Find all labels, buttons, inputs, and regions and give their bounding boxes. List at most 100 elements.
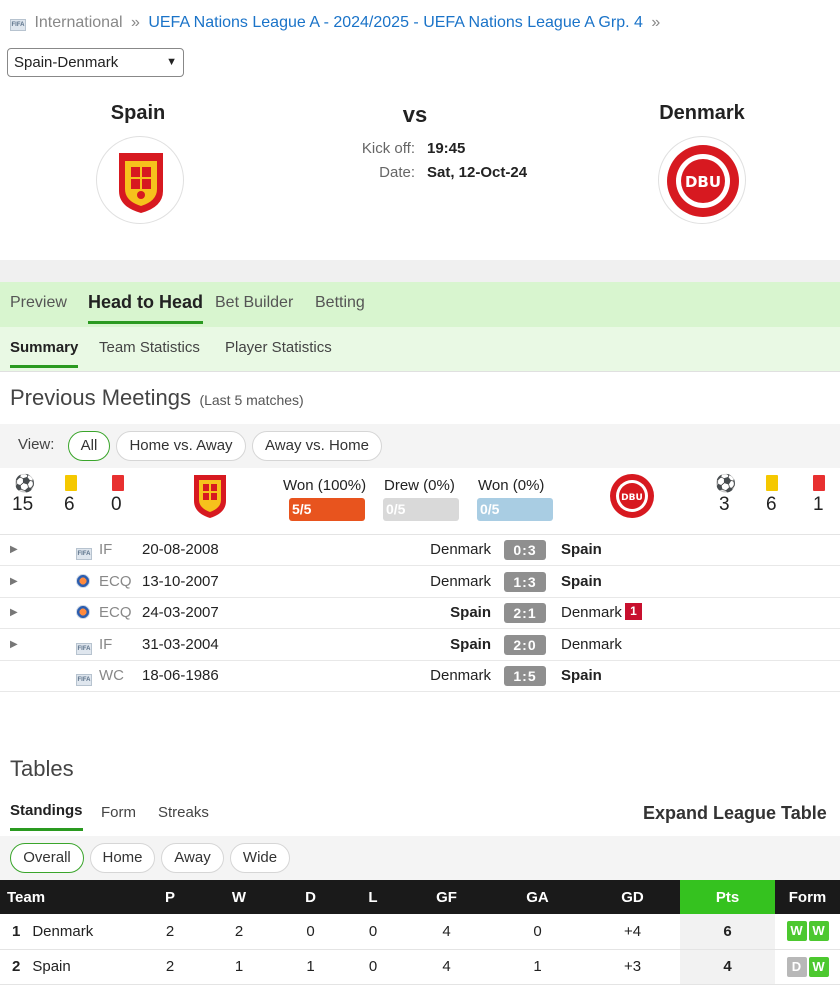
subtab-player-statistics[interactable]: Player Statistics	[225, 339, 332, 356]
standings-gd: +3	[585, 949, 680, 985]
meeting-date: 20-08-2008	[142, 541, 219, 558]
drew-label: Drew (0%)	[384, 477, 455, 494]
home-team-name[interactable]: Spain	[110, 102, 166, 124]
col-points[interactable]: Pts	[680, 880, 775, 914]
meeting-row[interactable]: ▶ FIFA IF 20-08-2008 Denmark 0:3 Spain	[0, 535, 840, 566]
meeting-home-team[interactable]: Spain	[450, 636, 491, 653]
standings-row[interactable]: 1 Denmark 2 2 0 0 4 0 +4 6 W W	[0, 914, 840, 950]
form-badge[interactable]: W	[808, 956, 829, 977]
tables-title: Tables	[10, 756, 74, 781]
away-goals: 3	[719, 494, 730, 515]
meeting-away-team[interactable]: Spain	[561, 573, 602, 590]
away-won-bar-text: 0/5	[480, 501, 500, 517]
uefa-icon	[76, 605, 90, 619]
breadcrumb-root[interactable]: International	[34, 14, 123, 31]
match-select[interactable]: Spain-Denmark ▼	[7, 48, 184, 77]
tab-streaks[interactable]: Streaks	[158, 804, 209, 821]
tab-preview[interactable]: Preview	[10, 294, 67, 311]
table-filter-away[interactable]: Away	[161, 843, 224, 873]
col-goals-for[interactable]: GF	[403, 880, 490, 914]
meeting-home-team[interactable]: Denmark	[430, 541, 491, 558]
away-won-label: Won (0%)	[478, 477, 545, 494]
filter-home-vs-away[interactable]: Home vs. Away	[116, 431, 246, 461]
meeting-away-team[interactable]: Denmark	[561, 636, 622, 653]
breadcrumb-separator: »	[130, 14, 140, 31]
col-team[interactable]: Team	[0, 880, 140, 914]
svg-text:DBU: DBU	[685, 173, 721, 191]
meeting-row[interactable]: ▶ ECQ 24-03-2007 Spain 2:1 Denmark 1	[0, 598, 840, 629]
date-value: Sat, 12-Oct-24	[427, 164, 528, 181]
meeting-away-team[interactable]: Spain	[561, 667, 602, 684]
filter-all[interactable]: All	[68, 431, 110, 461]
standings-l: 0	[343, 914, 403, 950]
home-crest[interactable]	[96, 136, 184, 224]
standings-position: 1	[12, 922, 21, 940]
tab-standings[interactable]: Standings	[10, 802, 83, 831]
home-won-bar-text: 5/5	[292, 501, 312, 517]
expand-league-table[interactable]: Expand League Table ▼	[643, 803, 840, 824]
subtab-team-statistics[interactable]: Team Statistics	[99, 339, 200, 356]
away-crest[interactable]: DBU	[658, 136, 746, 224]
table-filter-wide[interactable]: Wide	[230, 843, 290, 873]
previous-meetings-title: Previous Meetings	[10, 385, 191, 410]
meeting-row[interactable]: ▶ ECQ 13-10-2007 Denmark 1:3 Spain	[0, 567, 840, 598]
meeting-away-team[interactable]: Denmark	[561, 604, 622, 621]
subtab-summary[interactable]: Summary	[10, 339, 79, 368]
breadcrumb-separator: »	[651, 14, 661, 31]
away-won-bar: 0/5	[477, 498, 553, 521]
standings-row[interactable]: 2 Spain 2 1 1 0 4 1 +3 4 D W	[0, 949, 840, 985]
table-filter-home[interactable]: Home	[90, 843, 155, 873]
meeting-row[interactable]: FIFA WC 18-06-1986 Denmark 1:5 Spain	[0, 661, 840, 692]
filter-away-vs-home[interactable]: Away vs. Home	[252, 431, 382, 461]
standings-gf: 4	[403, 914, 490, 950]
competition-icon: FIFA	[76, 637, 92, 655]
chevron-right-icon[interactable]: ▶	[10, 639, 18, 650]
tab-form[interactable]: Form	[101, 804, 136, 821]
standings-w: 1	[200, 949, 278, 985]
tab-bet-builder[interactable]: Bet Builder	[215, 294, 294, 311]
meeting-score[interactable]: 0:3	[504, 540, 546, 560]
form-badge[interactable]: D	[786, 956, 807, 977]
meeting-score[interactable]: 2:0	[504, 635, 546, 655]
col-won[interactable]: W	[200, 880, 278, 914]
meeting-score[interactable]: 1:5	[504, 666, 546, 686]
form-badge[interactable]: W	[786, 921, 807, 942]
away-team-name[interactable]: Denmark	[659, 102, 745, 124]
standings-d: 1	[278, 949, 343, 985]
chevron-right-icon[interactable]: ▶	[10, 576, 18, 587]
col-form[interactable]: Form	[775, 880, 840, 914]
dbu-crest-icon: DBU	[667, 145, 739, 217]
chevron-right-icon[interactable]: ▶	[10, 607, 18, 618]
meeting-home-team[interactable]: Denmark	[430, 667, 491, 684]
standings-gd: +4	[585, 914, 680, 950]
svg-text:DBU: DBU	[621, 493, 643, 503]
table-filter-overall[interactable]: Overall	[10, 843, 84, 873]
tab-betting[interactable]: Betting	[315, 294, 365, 311]
meeting-home-team[interactable]: Spain	[450, 604, 491, 621]
standings-team[interactable]: Denmark	[32, 922, 94, 940]
breadcrumb-competition[interactable]: UEFA Nations League A - 2024/2025 - UEFA…	[148, 14, 643, 31]
red-card-count: 1	[625, 603, 642, 620]
col-played[interactable]: P	[140, 880, 200, 914]
meeting-away-team[interactable]: Spain	[561, 541, 602, 558]
competition-icon	[76, 574, 90, 592]
meeting-competition: IF	[99, 541, 113, 558]
chevron-right-icon[interactable]: ▶	[10, 544, 18, 555]
standings-p: 2	[140, 949, 200, 985]
tab-head-to-head[interactable]: Head to Head	[88, 292, 204, 324]
meeting-score[interactable]: 1:3	[504, 572, 546, 592]
meeting-score[interactable]: 2:1	[504, 603, 546, 623]
col-goals-against[interactable]: GA	[490, 880, 585, 914]
form-badge[interactable]: W	[808, 921, 829, 942]
meeting-home-team[interactable]: Denmark	[430, 573, 491, 590]
meeting-row[interactable]: ▶ FIFA IF 31-03-2004 Spain 2:0 Denmark	[0, 630, 840, 661]
standings-l: 0	[343, 949, 403, 985]
col-drawn[interactable]: D	[278, 880, 343, 914]
standings-team[interactable]: Spain	[32, 958, 71, 975]
col-goal-diff[interactable]: GD	[585, 880, 680, 914]
competition-icon: FIFA	[76, 542, 92, 560]
standings-ga: 0	[490, 914, 585, 950]
col-lost[interactable]: L	[343, 880, 403, 914]
standings-header-row: Team P W D L GF GA GD Pts Form	[0, 880, 840, 914]
